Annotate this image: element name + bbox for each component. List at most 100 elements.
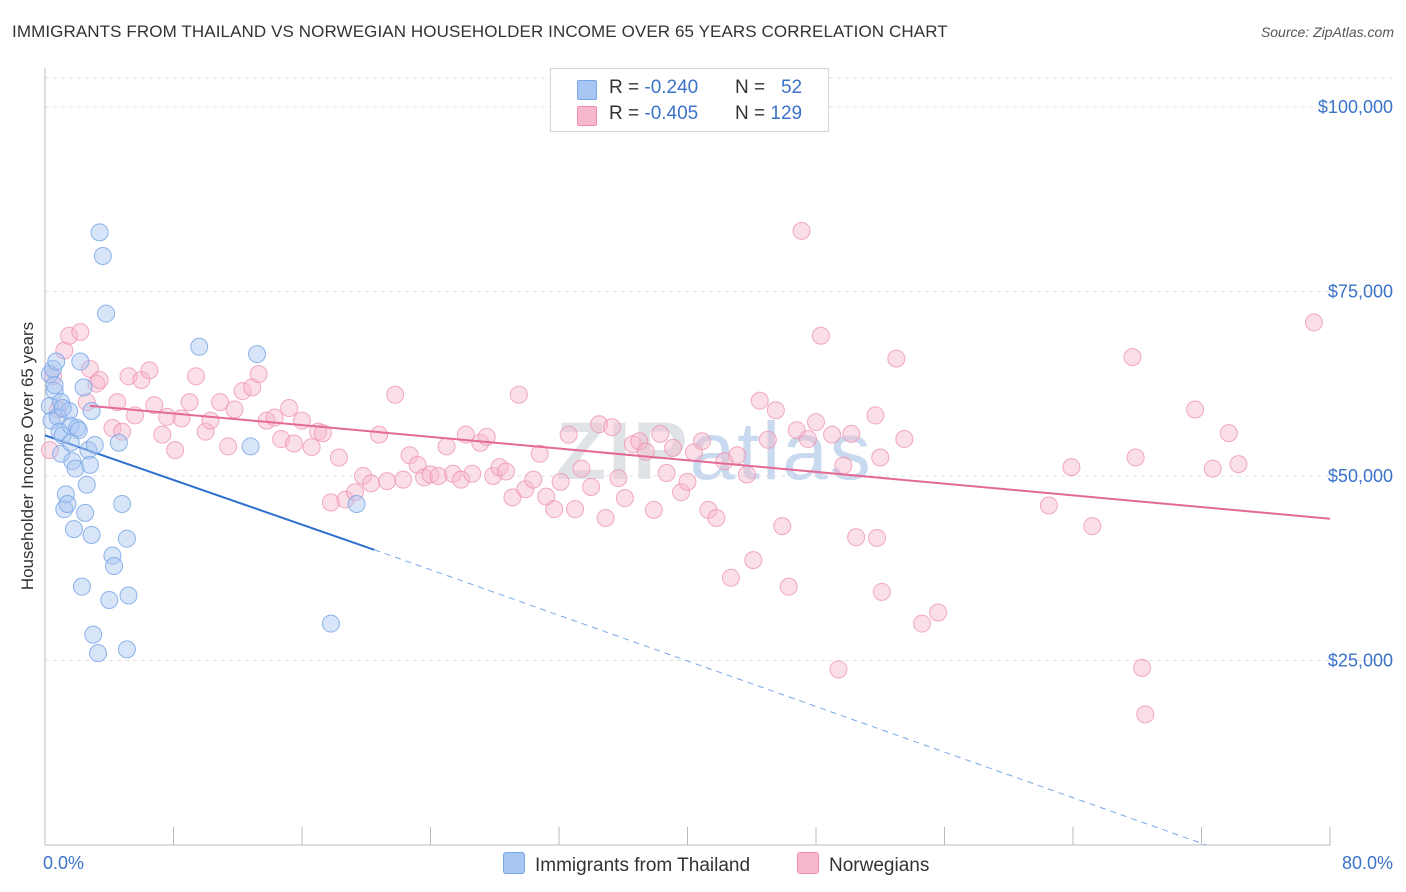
trend-line-norwegians-line (89, 404, 1331, 520)
y-tick-label: $25,000 (1328, 650, 1393, 670)
data-point-norwegians (773, 517, 792, 536)
data-point-thailand (321, 614, 340, 633)
data-point-norwegians (108, 393, 127, 412)
data-point-norwegians (807, 413, 825, 432)
data-point-thailand (117, 640, 136, 659)
data-point-norwegians (728, 446, 747, 465)
data-point-norwegians (866, 406, 885, 425)
data-point-thailand (61, 433, 80, 452)
watermark-atlas: atlas (689, 406, 873, 497)
data-point-thailand (113, 495, 132, 513)
legend-r-norwegians: R = -0.405 (609, 103, 698, 125)
data-point-norwegians (766, 401, 785, 420)
correlation-legend: R = -0.240 N = 52 R = -0.405 N = 129 (550, 68, 829, 132)
x-tick-label-min: 0.0% (43, 853, 84, 873)
legend-swatch-norwegians (577, 106, 597, 126)
data-point-norwegians (219, 437, 238, 456)
data-point-thailand (64, 520, 83, 539)
n-value: 129 (770, 103, 803, 124)
data-point-norwegians (721, 568, 740, 587)
data-point-norwegians (503, 488, 522, 507)
data-point-norwegians (429, 466, 448, 485)
data-point-norwegians (172, 409, 191, 428)
axes (44, 68, 1331, 846)
data-point-norwegians (90, 371, 109, 389)
data-point-thailand (248, 345, 267, 364)
data-point-norwegians (842, 424, 861, 443)
r-value: -0.405 (644, 103, 699, 124)
data-point-norwegians (657, 464, 676, 482)
grid-lines (45, 77, 1392, 661)
data-point-thailand (117, 529, 136, 548)
data-point-norwegians (551, 472, 570, 491)
data-point-norwegians (509, 385, 528, 404)
data-point-norwegians (233, 382, 252, 401)
data-point-norwegians (180, 393, 199, 412)
data-point-norwegians (336, 490, 355, 509)
data-point-thailand (45, 376, 64, 395)
data-point-thailand (71, 352, 90, 371)
data-point-norwegians (895, 430, 914, 449)
data-point-norwegians (929, 603, 948, 622)
data-point-norwegians (1203, 459, 1222, 478)
data-point-norwegians (140, 361, 159, 380)
data-point-norwegians (196, 422, 215, 441)
data-point-norwegians (284, 434, 303, 453)
n-label: N = (735, 77, 771, 98)
data-point-norwegians (362, 474, 381, 493)
data-point-norwegians (1062, 458, 1081, 477)
data-point-norwegians (496, 462, 515, 481)
data-point-thailand (241, 437, 260, 456)
data-point-norwegians (847, 528, 866, 547)
legend-r-thailand: R = -0.240 (609, 77, 698, 99)
data-point-thailand (45, 382, 64, 401)
x-tick-labels: 0.0% 80.0% (43, 853, 1393, 873)
data-point-norwegians (249, 365, 268, 384)
data-point-thailand (89, 644, 108, 663)
trend-line-norwegians (89, 404, 1331, 520)
data-point-norwegians (225, 400, 244, 419)
data-point-norwegians (887, 349, 906, 368)
data-point-norwegians (1304, 313, 1323, 332)
data-point-norwegians (1136, 705, 1155, 724)
data-point-norwegians (871, 448, 890, 467)
trend-lines-thailand (44, 434, 1207, 846)
y-tick-label: $75,000 (1328, 281, 1393, 301)
data-point-norwegians (672, 483, 691, 502)
data-point-norwegians (145, 396, 164, 415)
data-point-norwegians (792, 221, 811, 240)
data-point-norwegians (394, 470, 413, 489)
data-point-thailand (77, 475, 96, 494)
data-point-norwegians (829, 660, 848, 679)
n-label: N = (735, 103, 771, 124)
data-point-norwegians (559, 425, 578, 444)
legend-item-thailand[interactable]: Immigrants from Thailand (503, 852, 750, 877)
data-point-norwegians (630, 432, 649, 451)
data-point-norwegians (166, 441, 185, 460)
data-point-norwegians (707, 509, 726, 528)
legend-item-norwegians[interactable]: Norwegians (797, 852, 929, 877)
data-point-norwegians (566, 500, 585, 519)
y-tick-label: $50,000 (1328, 466, 1393, 486)
legend-n-thailand: N = 52 (735, 77, 802, 99)
r-value: -0.240 (644, 77, 699, 98)
data-point-norwegians (153, 425, 172, 444)
data-point-thailand (55, 500, 74, 519)
data-point-thailand (80, 455, 99, 474)
data-point-norwegians (758, 430, 777, 449)
data-point-norwegians (868, 528, 887, 547)
data-point-norwegians (545, 500, 564, 519)
data-point-thailand (84, 625, 103, 644)
data-point-thailand (72, 577, 91, 596)
trend-line-thailand-extrapolated (374, 549, 1207, 846)
x-tick-label-max: 80.0% (1342, 853, 1393, 873)
legend-row-thailand: R = -0.240 N = 52 (551, 75, 828, 101)
data-point-thailand (82, 526, 101, 544)
data-point-norwegians (651, 424, 670, 443)
data-point-norwegians (1126, 448, 1145, 467)
data-point-thailand (93, 247, 112, 265)
data-point-norwegians (302, 438, 321, 457)
y-tick-label: $100,000 (1318, 97, 1393, 117)
data-point-norwegians (596, 509, 615, 528)
data-point-norwegians (113, 422, 132, 441)
